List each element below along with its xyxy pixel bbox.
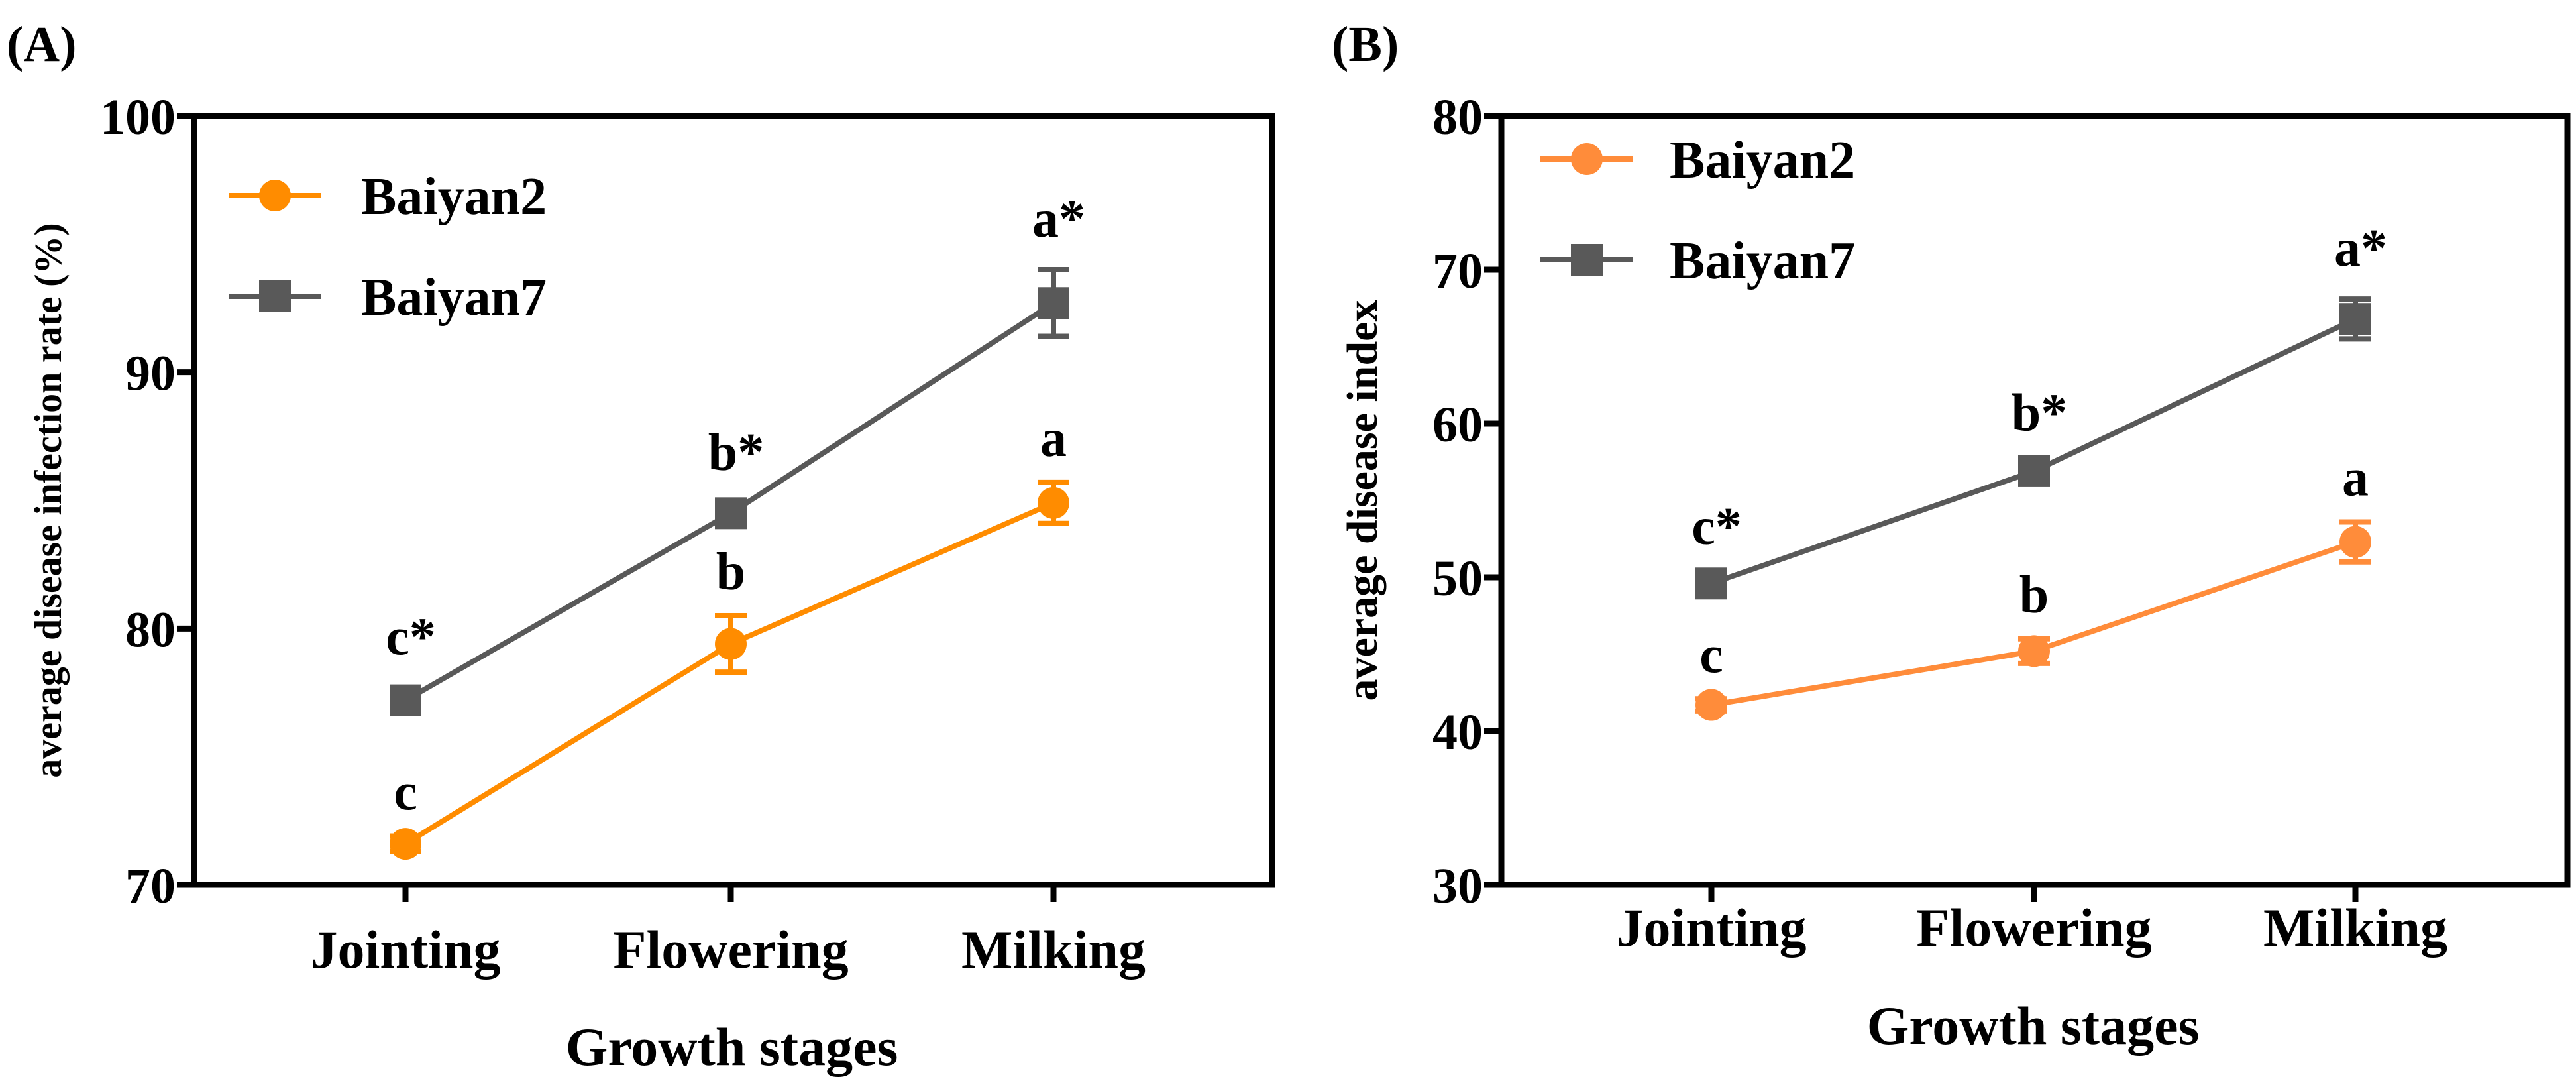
- significance-label: a: [1040, 410, 1067, 468]
- x-axis-title: Growth stages: [566, 1017, 898, 1077]
- significance-label: b*: [708, 424, 765, 482]
- data-point-baiyan7: [715, 497, 747, 530]
- legend-marker: [259, 280, 291, 312]
- data-point-baiyan2: [390, 828, 421, 860]
- data-point-baiyan7: [390, 684, 421, 716]
- legend-marker: [259, 180, 291, 211]
- series-baiyan2: c b a: [390, 410, 1069, 860]
- legend-label: Baiyan7: [361, 268, 547, 327]
- data-point-baiyan7: [1695, 567, 1727, 600]
- significance-label: c*: [1691, 498, 1742, 556]
- x-axis-title: Growth stages: [1867, 996, 2200, 1056]
- panel-label: (B): [1332, 17, 1399, 72]
- x-category-label: Milking: [2263, 897, 2447, 958]
- panel-label: (A): [7, 17, 77, 72]
- data-point-baiyan7: [2339, 303, 2371, 335]
- data-point-baiyan2: [2339, 526, 2371, 558]
- series-baiyan7: c* b* a*: [1691, 219, 2387, 600]
- data-point-baiyan2: [715, 628, 747, 660]
- y-axis-title: average disease infection rate (%): [27, 223, 70, 778]
- data-point-baiyan2: [1038, 486, 1069, 519]
- y-axis-title: average disease index: [1338, 300, 1387, 701]
- plot-frame: [1498, 113, 2571, 888]
- legend-label: Baiyan7: [1670, 232, 1855, 290]
- significance-label: c: [394, 764, 417, 822]
- legend-label: Baiyan2: [1670, 131, 1855, 190]
- legend-marker: [1571, 143, 1603, 175]
- y-tick-label: 60: [1432, 397, 1483, 453]
- y-tick-label: 70: [125, 858, 176, 914]
- significance-label: c: [1699, 626, 1723, 684]
- y-tick-label: 50: [1432, 551, 1483, 606]
- y-tick-label: 70: [1432, 243, 1483, 299]
- significance-label: a*: [2334, 219, 2387, 278]
- x-category-label: Milking: [961, 919, 1146, 980]
- panel-a: (A) 70 80 90 100 Jointing Flowering Milking Grow…: [7, 17, 1275, 1077]
- data-point-baiyan2: [2018, 635, 2050, 667]
- series-line: [1710, 316, 2357, 587]
- legend-label: Baiyan2: [361, 168, 547, 226]
- significance-label: c*: [386, 608, 436, 666]
- significance-label: b: [2019, 566, 2049, 624]
- y-tick-label: 90: [125, 346, 176, 402]
- panel-b: (B) 30 40 50 60 70 80 Jointing Flowering Milking G…: [1332, 17, 2571, 1056]
- legend-marker: [1571, 244, 1603, 276]
- x-category-label: Flowering: [1916, 897, 2151, 958]
- significance-label: b*: [2012, 384, 2068, 442]
- x-category-label: Jointing: [1616, 897, 1806, 958]
- data-point-baiyan2: [1695, 689, 1727, 721]
- series-baiyan2: c b a: [1695, 449, 2371, 721]
- y-tick-label: 80: [125, 602, 176, 658]
- y-tick-label: 40: [1432, 705, 1483, 760]
- y-tick-label: 30: [1432, 858, 1483, 914]
- data-point-baiyan7: [2018, 455, 2050, 487]
- x-category-label: Jointing: [310, 919, 500, 980]
- significance-label: a: [2342, 449, 2369, 507]
- x-category-label: Flowering: [613, 919, 848, 980]
- series-baiyan7: c* b* a*: [386, 190, 1085, 716]
- y-tick-label: 80: [1432, 89, 1483, 145]
- significance-label: b: [716, 543, 746, 601]
- significance-label: a*: [1032, 190, 1085, 249]
- y-tick-label: 100: [100, 89, 176, 145]
- data-point-baiyan7: [1038, 287, 1069, 319]
